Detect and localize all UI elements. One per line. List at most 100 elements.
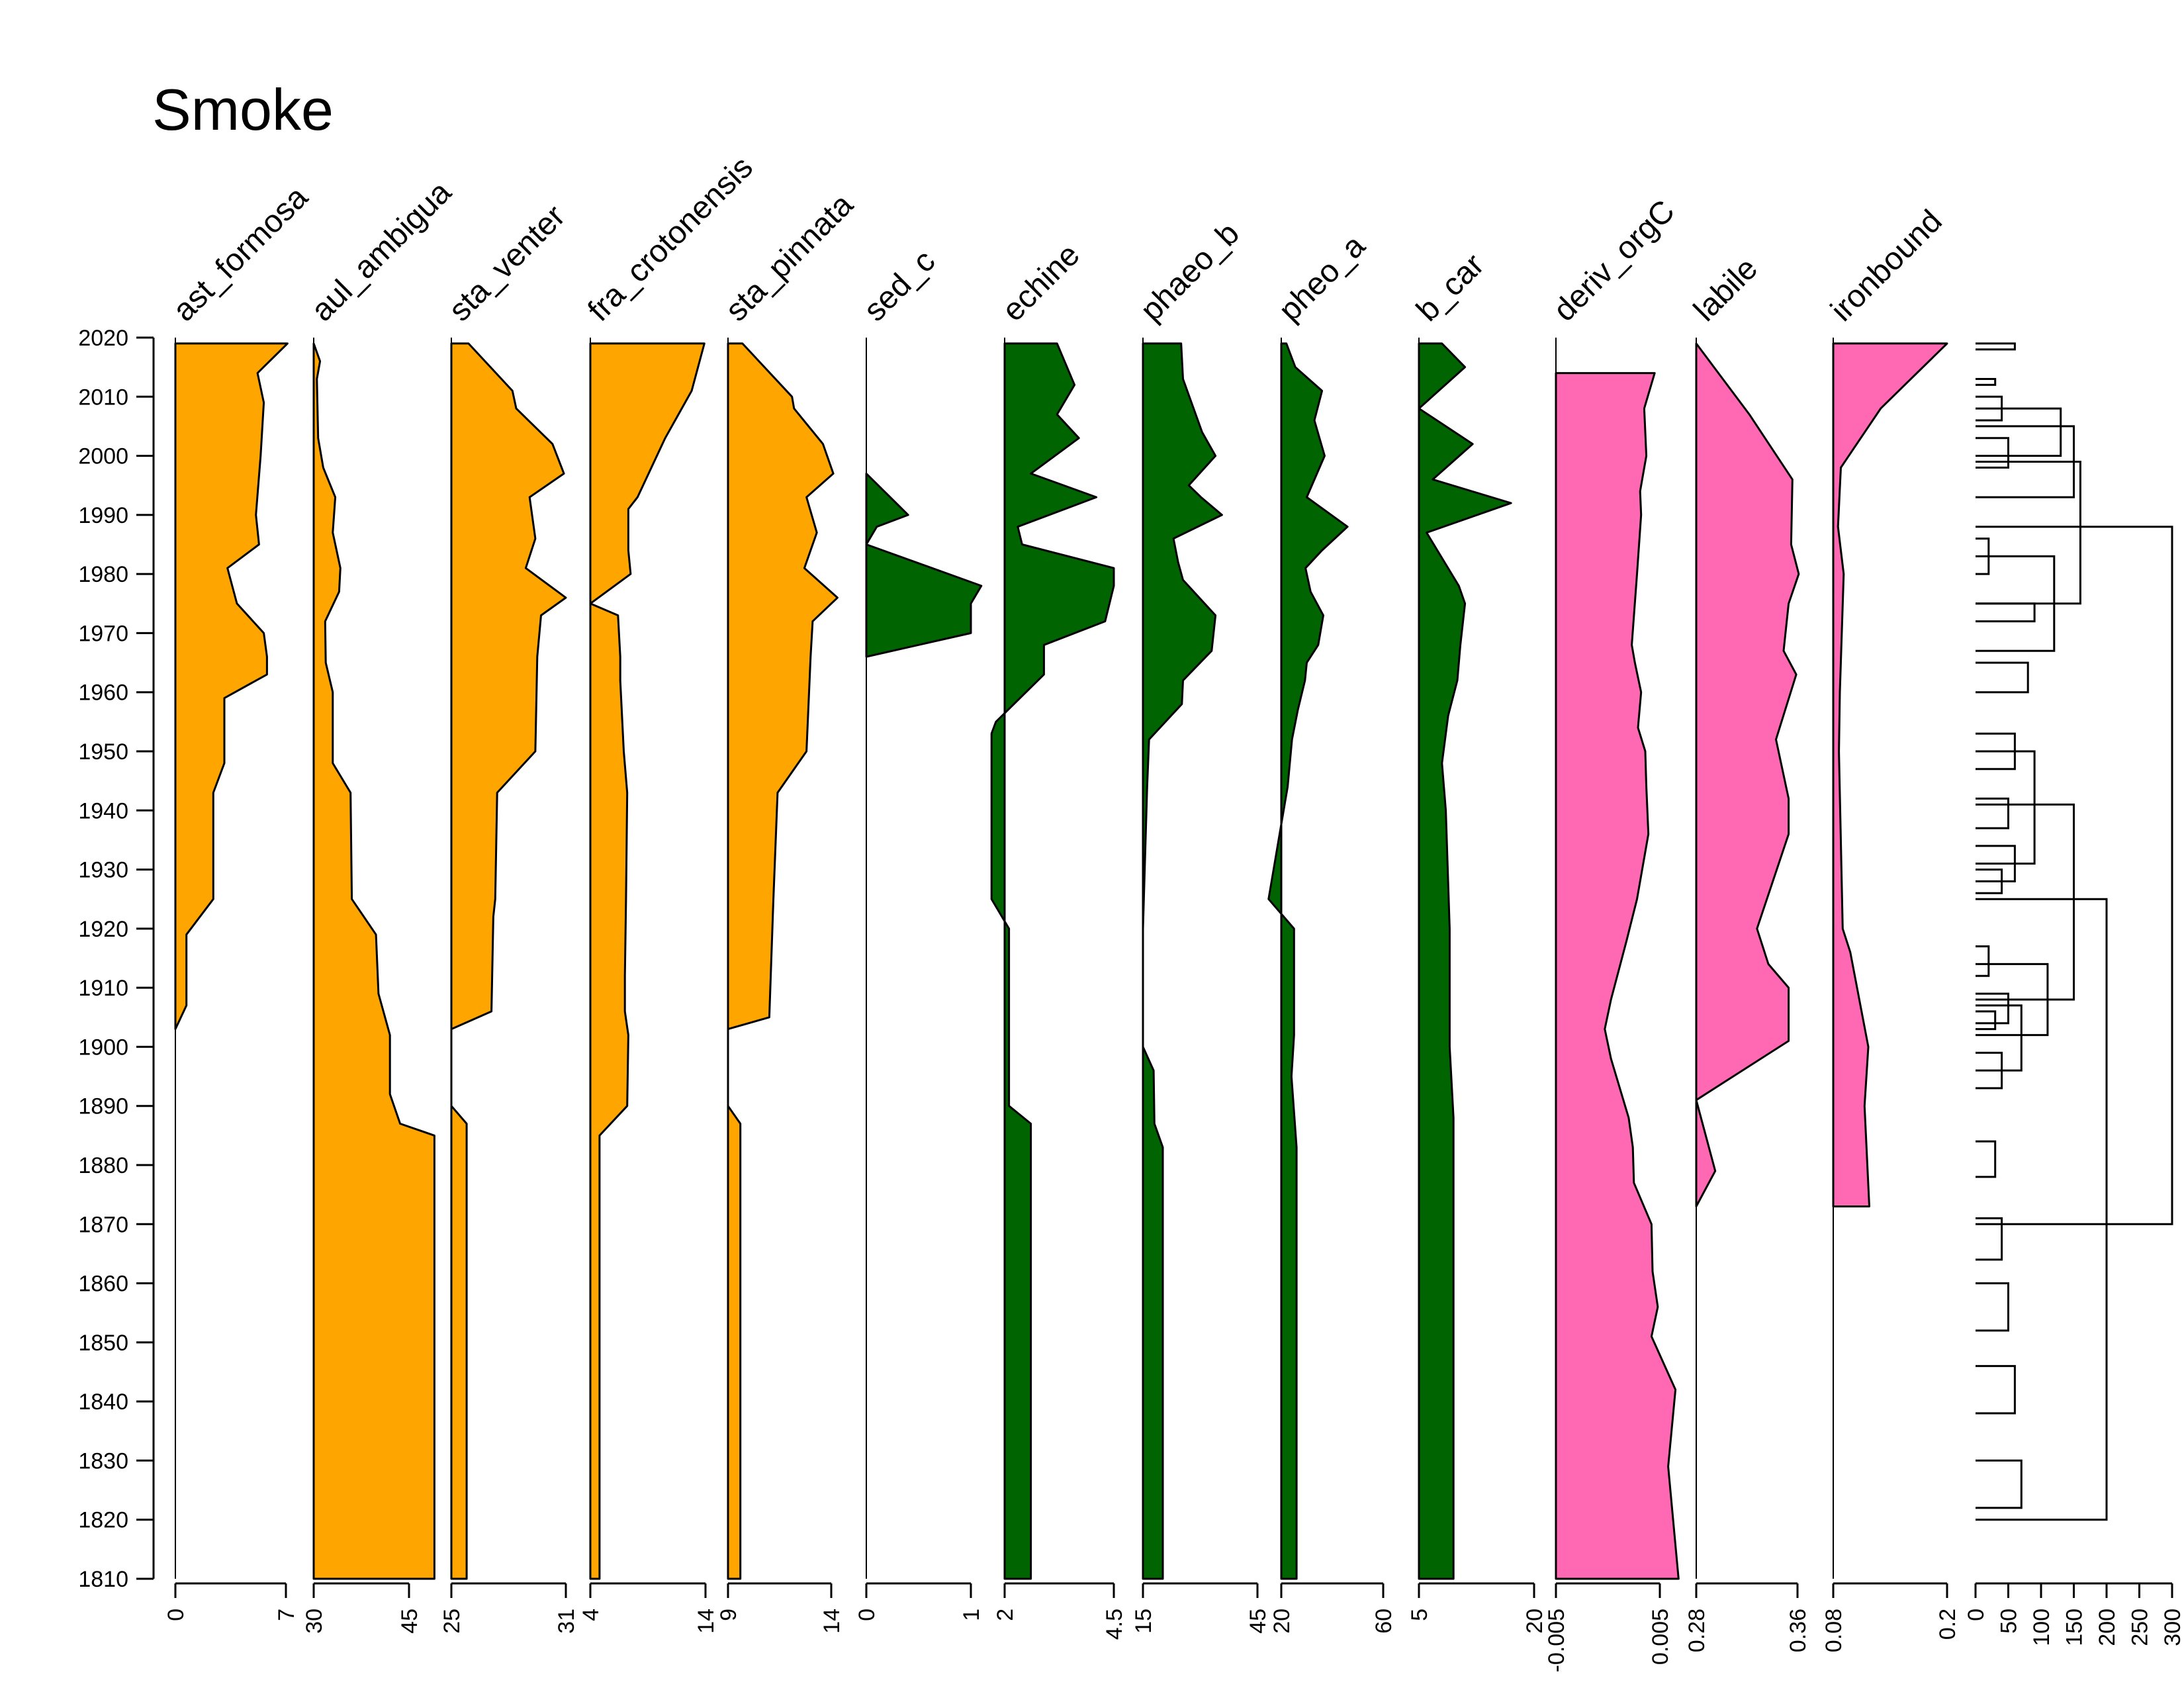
panel-label: deriv_orgC	[1547, 193, 1681, 328]
dendrogram-link	[1976, 407, 2062, 457]
dendrogram-link	[1976, 898, 2108, 1521]
panel-cluster: 0 50 100 150 200 250 300	[1964, 1582, 2184, 1646]
panel-phaeo-b: phaeo_b 15 45	[1131, 216, 1271, 1634]
year-tick-label: 1850	[78, 1331, 128, 1356]
x-tick-label: 5	[1407, 1609, 1432, 1621]
dendrogram-link	[1976, 945, 1990, 977]
x-tick-label: 0	[1964, 1609, 1989, 1621]
year-tick-label: 1820	[78, 1508, 128, 1533]
year-axis: 2020 2010 2000 1990 1980 1970 1960 1950 1940 1930…	[78, 326, 155, 1592]
year-tick-label: 1900	[78, 1035, 128, 1060]
x-tick-label: 150	[2062, 1609, 2087, 1646]
panel-label: echine	[995, 237, 1086, 328]
area-ironbound	[1832, 342, 1948, 1207]
year-tick-label: 1980	[78, 562, 128, 587]
year-tick-label: 1950	[78, 739, 128, 765]
dendrogram-link	[1976, 803, 2075, 1001]
x-tick-label: 0	[163, 1609, 189, 1621]
panel-label: sed_c	[857, 244, 942, 328]
year-tick-label: 2020	[78, 326, 128, 351]
x-tick-label: 0.2	[1935, 1609, 1960, 1640]
panel-label: phaeo_b	[1134, 216, 1246, 328]
chart-title: Smoke	[152, 77, 334, 142]
x-tick-label: 15	[1131, 1609, 1156, 1634]
x-tick-label: 4	[578, 1609, 604, 1621]
x-tick-label: 1	[959, 1609, 984, 1621]
panel-label: aul_ambigua	[304, 175, 458, 328]
year-tick-label: 1840	[78, 1389, 128, 1415]
dendrogram-link	[1976, 461, 2081, 605]
x-tick-label: 0.08	[1821, 1609, 1846, 1652]
x-tick-label: 9	[716, 1609, 741, 1621]
panel-sta-venter: sta_venter 25 31	[439, 199, 579, 1634]
x-tick-label: 30	[302, 1609, 327, 1634]
area-sed-c	[865, 472, 983, 658]
area-labile	[1695, 342, 1800, 1207]
dendrogram-link	[1976, 1282, 2009, 1332]
x-tick-label: 45	[1246, 1609, 1271, 1634]
dendrogram-link	[1976, 1004, 2023, 1072]
x-tick-label: 0.005	[1648, 1609, 1673, 1665]
x-tick-label: 31	[554, 1609, 579, 1634]
panel-echine: echine 2 4.5	[990, 237, 1127, 1640]
panel-label: labile	[1687, 251, 1764, 328]
x-tick-label: 50	[1997, 1609, 2022, 1634]
x-tick-label: 4.5	[1102, 1609, 1127, 1640]
panel-pheo-a: pheo_a 20 60	[1267, 228, 1396, 1634]
x-tick-label: 2	[993, 1609, 1018, 1621]
panel-label: pheo_a	[1272, 228, 1372, 328]
panel-ast-formosa: ast_formosa 0 7	[163, 179, 315, 1621]
x-tick-label: 14	[694, 1609, 719, 1634]
year-tick-label: 1860	[78, 1272, 128, 1297]
area-echine	[990, 342, 1115, 1580]
x-tick-label: 100	[2029, 1609, 2054, 1646]
year-tick-label: 2010	[78, 385, 128, 410]
area-sta-pinnata	[727, 342, 839, 1580]
dendrogram-link	[1976, 378, 1997, 386]
x-tick-label: 0	[854, 1609, 880, 1621]
panel-label: sta_pinnata	[719, 187, 860, 328]
year-tick-label: 1970	[78, 621, 128, 646]
year-tick-label: 1920	[78, 917, 128, 942]
panel-sta-pinnata: sta_pinnata 9 14	[716, 187, 860, 1634]
cluster-dendrogram	[1976, 342, 2173, 1521]
x-tick-label: 14	[819, 1609, 844, 1634]
x-tick-label: 25	[439, 1609, 465, 1634]
area-aul-ambigua	[312, 342, 435, 1580]
year-tick-label: 1870	[78, 1212, 128, 1237]
panel-label: ironbound	[1824, 203, 1948, 328]
year-tick-label: 1940	[78, 798, 128, 823]
year-tick-label: 1810	[78, 1567, 128, 1592]
x-tick-label: 45	[397, 1609, 422, 1634]
year-tick-label: 1910	[78, 976, 128, 1001]
panel-label: ast_formosa	[166, 179, 314, 328]
panel-deriv-orgc: deriv_orgC -0.005 0.005	[1544, 193, 1682, 1672]
x-tick-label: 7	[274, 1609, 299, 1621]
dendrogram-link	[1976, 437, 2009, 469]
panel-ironbound: ironbound 0.08 0.2	[1821, 203, 1960, 1652]
panel-labile: labile 0.28 0.36	[1684, 251, 1811, 1652]
panel-label: sta_venter	[442, 199, 572, 328]
panel-aul-ambigua: aul_ambigua 30 45	[302, 175, 458, 1634]
x-tick-label: 250	[2128, 1609, 2153, 1646]
x-tick-label: 0.28	[1684, 1609, 1709, 1652]
year-tick-label: 1990	[78, 503, 128, 528]
dendrogram-link	[1976, 1459, 2023, 1509]
year-tick-label: 1960	[78, 680, 128, 706]
x-tick-label: 20	[1522, 1609, 1547, 1634]
year-tick-label: 2000	[78, 444, 128, 469]
area-sta-venter	[450, 342, 567, 1580]
panel-label: b_car	[1410, 247, 1490, 328]
dendrogram-link	[1976, 661, 2029, 694]
area-fra-crotonensis	[589, 342, 705, 1580]
area-phaeo-b	[1142, 342, 1223, 1580]
x-tick-label: 0.36	[1786, 1609, 1811, 1652]
year-tick-label: 1930	[78, 858, 128, 883]
panel-sed-c: sed_c 0 1	[854, 244, 984, 1621]
x-tick-label: 200	[2095, 1609, 2120, 1646]
dendrogram-link	[1976, 1217, 2003, 1261]
area-ast-formosa	[174, 342, 289, 1031]
panel-b-car: b_car 5 20	[1407, 247, 1547, 1633]
